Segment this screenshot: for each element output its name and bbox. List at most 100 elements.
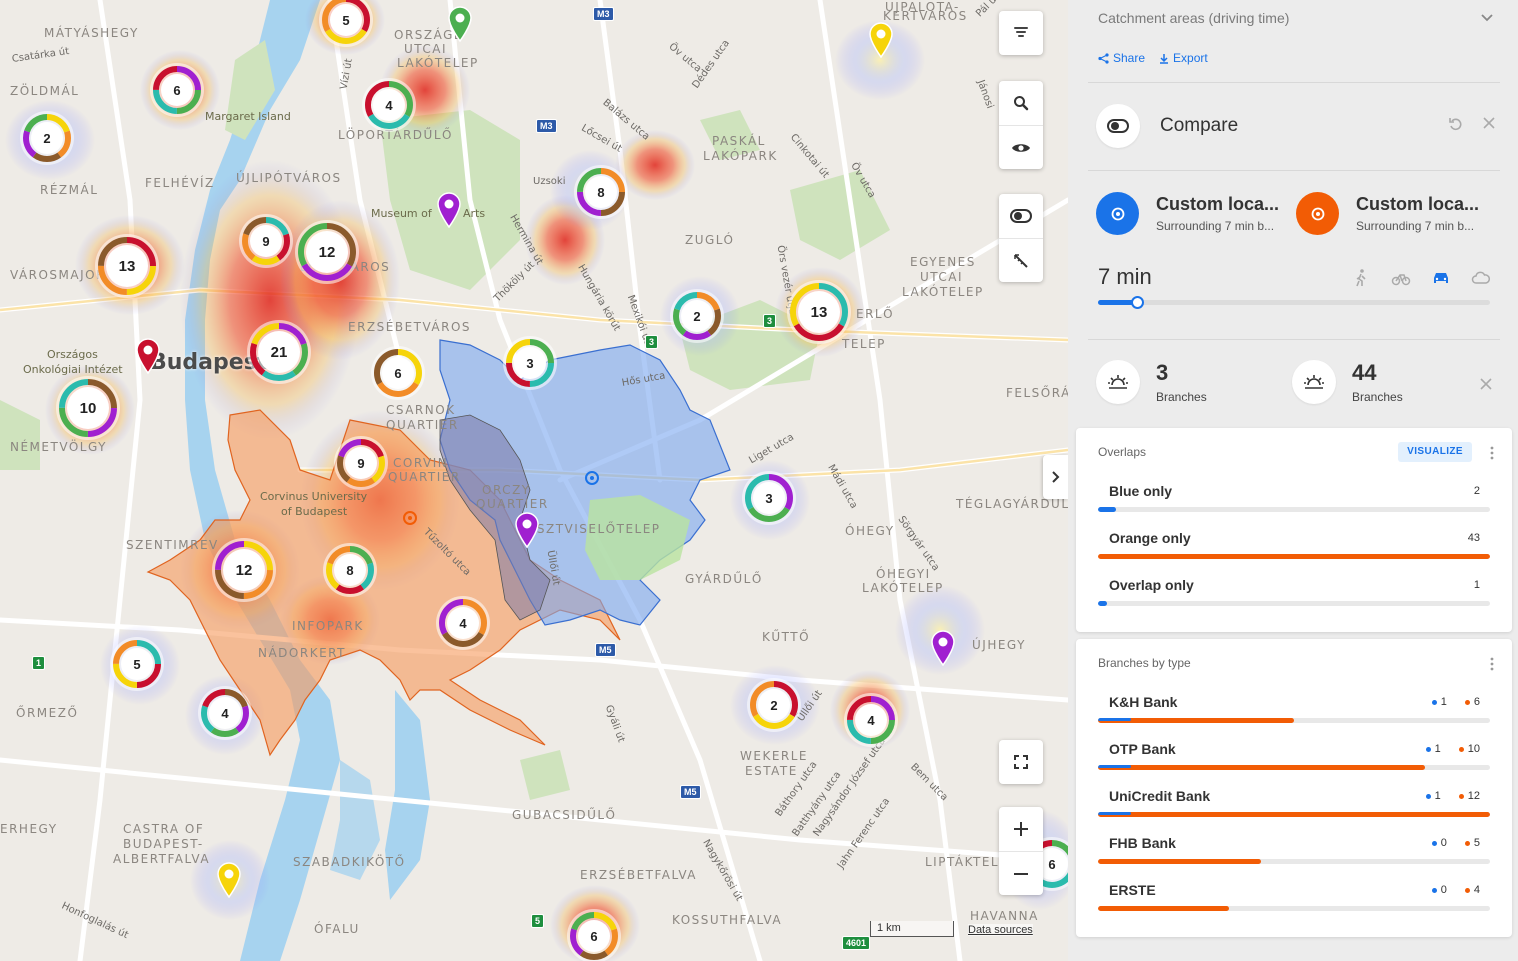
overlap-row-bar — [1098, 554, 1490, 559]
branch-type-bar — [1098, 906, 1490, 911]
filter-button[interactable] — [999, 11, 1043, 55]
visualize-button[interactable]: VISUALIZE — [1398, 442, 1472, 462]
zoom-out-button[interactable] — [999, 851, 1043, 895]
cluster-marker[interactable]: 4 — [843, 692, 899, 748]
time-slider-handle[interactable] — [1131, 296, 1145, 309]
district-label: ORCZY — [482, 483, 531, 497]
cloud-icon[interactable] — [1471, 268, 1491, 288]
cluster-marker[interactable]: 2 — [19, 110, 75, 166]
search-button[interactable] — [999, 81, 1043, 125]
cluster-marker[interactable]: 13 — [94, 233, 160, 299]
branch-type-values: 1 10 — [1425, 743, 1480, 755]
more-vertical-icon[interactable] — [1490, 657, 1494, 671]
orange-count-value: 4 — [1473, 884, 1480, 896]
measure-button[interactable] — [999, 238, 1043, 282]
divider — [1088, 339, 1500, 340]
cluster-marker[interactable]: 4 — [435, 595, 491, 651]
cluster-marker[interactable]: 9 — [238, 213, 294, 269]
data-sources-link[interactable]: Data sources — [968, 924, 1033, 936]
more-vertical-icon[interactable] — [1490, 446, 1494, 460]
map-pin-icon[interactable] — [436, 192, 462, 229]
map-pin-icon[interactable] — [868, 22, 894, 59]
tool-controls — [999, 194, 1043, 282]
cluster-count: 12 — [318, 243, 336, 261]
map-pin-icon[interactable] — [135, 338, 161, 375]
cluster-marker[interactable]: 4 — [197, 685, 253, 741]
district-label: ESTATE — [745, 764, 798, 778]
location-b-subtitle: Surrounding 7 min b... — [1356, 219, 1475, 233]
blue-count-value: 1 — [1434, 790, 1441, 802]
location-b-icon — [1296, 192, 1339, 235]
cluster-marker[interactable]: 3 — [502, 335, 558, 391]
orange-bar-fill — [1098, 718, 1294, 723]
district-label: PASKÁL — [712, 134, 766, 148]
overlap-row-label: Overlap only — [1109, 577, 1194, 593]
cluster-marker[interactable]: 6 — [566, 908, 622, 961]
compare-toggle-button[interactable] — [999, 194, 1043, 238]
poi-label: Margaret Island — [205, 110, 291, 123]
district-label: ZUGLÓ — [685, 233, 735, 247]
cluster-marker[interactable]: 13 — [786, 279, 852, 345]
cluster-marker[interactable]: 2 — [669, 288, 725, 344]
map-view[interactable]: MÁTYÁSHEGY ZÖLDMÁL RÉZMÁL FELHÉVÍZ ÚJLIPÓTVÁ… — [0, 0, 1068, 961]
cluster-marker[interactable]: 6 — [370, 345, 426, 401]
cluster-marker[interactable]: 10 — [55, 375, 121, 441]
export-button[interactable]: Export — [1159, 51, 1208, 65]
cluster-marker[interactable]: 9 — [333, 435, 389, 491]
sunrise-icon — [1304, 375, 1324, 389]
cluster-marker[interactable]: 5 — [318, 0, 374, 48]
cluster-marker[interactable]: 21 — [246, 319, 312, 385]
fullscreen-icon — [1014, 755, 1028, 769]
cluster-marker[interactable]: 12 — [294, 219, 360, 285]
cluster-marker[interactable]: 8 — [322, 542, 378, 598]
cluster-marker[interactable]: 2 — [746, 677, 802, 733]
map-pin-icon[interactable] — [216, 862, 242, 899]
overlaps-title: Overlaps — [1098, 445, 1147, 459]
overlap-row-bar-fill — [1098, 601, 1108, 606]
time-slider[interactable] — [1098, 296, 1490, 309]
divider — [1088, 170, 1500, 171]
cluster-count: 5 — [133, 656, 141, 672]
poi-label: Corvinus University — [260, 490, 368, 503]
cluster-marker[interactable]: 4 — [361, 77, 417, 133]
car-icon[interactable] — [1431, 268, 1451, 288]
cluster-marker[interactable]: 8 — [573, 164, 629, 220]
blue-count: 1 — [1425, 790, 1441, 802]
cluster-marker[interactable]: 3 — [741, 470, 797, 526]
district-label: NÉMETVÖLGY — [10, 440, 107, 454]
fullscreen-button[interactable] — [999, 740, 1043, 784]
map-pin-icon[interactable] — [447, 6, 473, 43]
district-label: QUARTIER — [476, 497, 549, 511]
plus-icon — [1014, 822, 1028, 836]
bike-icon[interactable] — [1391, 268, 1411, 288]
walk-icon[interactable] — [1351, 268, 1371, 288]
cluster-marker[interactable]: 12 — [211, 537, 277, 603]
cluster-count: 9 — [262, 233, 270, 249]
district-label: KŰTTŐ — [762, 630, 811, 644]
compare-toggle[interactable] — [1096, 104, 1140, 148]
map-pin-icon[interactable] — [514, 512, 540, 549]
zoom-in-button[interactable] — [999, 807, 1043, 851]
location-a[interactable]: Custom loca... Surrounding 7 min b... — [1096, 192, 1286, 235]
fullscreen-control — [999, 740, 1043, 784]
undo-icon[interactable] — [1448, 116, 1464, 132]
cluster-count: 13 — [118, 257, 136, 275]
cluster-count: 2 — [693, 308, 701, 324]
district-label: BUDAPEST- — [123, 837, 204, 851]
collapse-panel-button[interactable] — [1043, 455, 1068, 499]
close-icon[interactable] — [1482, 116, 1496, 130]
map-pin-icon[interactable] — [930, 630, 956, 667]
cluster-count: 3 — [765, 490, 773, 506]
blue-count-value: 0 — [1440, 837, 1447, 849]
district-label: TISZTVISELŐTELEP — [523, 522, 661, 536]
cluster-marker[interactable]: 6 — [149, 62, 205, 118]
share-button[interactable]: Share — [1098, 51, 1145, 65]
location-b[interactable]: Custom loca... Surrounding 7 min b... — [1296, 192, 1486, 235]
district-label: TÉGLAGYÁRDŰL — [956, 497, 1068, 511]
district-label: ERHEGY — [0, 822, 58, 836]
branches-a: 3 Branches — [1096, 360, 1207, 404]
close-icon[interactable] — [1479, 377, 1493, 391]
visibility-button[interactable] — [999, 125, 1043, 169]
panel-header[interactable]: Catchment areas (driving time) — [1098, 10, 1494, 26]
cluster-marker[interactable]: 5 — [109, 636, 165, 692]
